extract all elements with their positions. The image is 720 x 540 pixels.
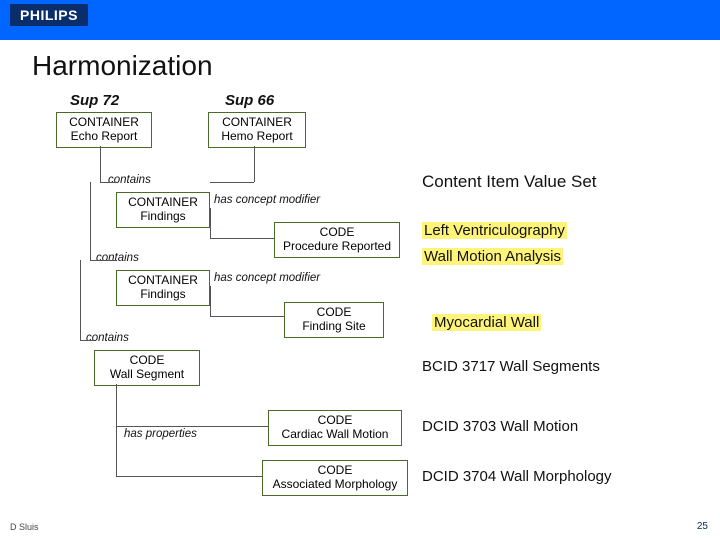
- right-mw: Myocardial Wall: [432, 314, 541, 331]
- box-wallseg-l2: Wall Segment: [99, 368, 195, 382]
- right-lv: Left Ventriculography: [422, 222, 567, 239]
- box-procedure-reported: CODE Procedure Reported: [274, 222, 400, 258]
- box-amorph-l2: Associated Morphology: [267, 478, 403, 492]
- box-procrep-l2: Procedure Reported: [279, 240, 395, 254]
- right-civs: Content Item Value Set: [422, 172, 597, 192]
- line: [210, 238, 274, 239]
- box-findings-2-l1: CONTAINER: [121, 274, 205, 288]
- right-mw-text: Myocardial Wall: [432, 314, 541, 331]
- box-cwm-l2: Cardiac Wall Motion: [273, 428, 397, 442]
- box-amorph-l1: CODE: [267, 464, 403, 478]
- line: [100, 182, 116, 183]
- line: [210, 182, 254, 183]
- page-title: Harmonization: [32, 50, 213, 82]
- line: [210, 316, 284, 317]
- box-wall-segment: CODE Wall Segment: [94, 350, 200, 386]
- box-wallseg-l1: CODE: [99, 354, 195, 368]
- box-findings-2: CONTAINER Findings: [116, 270, 210, 306]
- rel-contains-2: contains: [96, 252, 139, 264]
- line: [116, 476, 262, 477]
- line: [116, 426, 268, 427]
- line: [100, 146, 101, 182]
- header-bar: PHILIPS: [0, 0, 720, 40]
- box-cardiac-wall-motion: CODE Cardiac Wall Motion: [268, 410, 402, 446]
- footer-page-number: 25: [697, 521, 708, 532]
- box-findings-1: CONTAINER Findings: [116, 192, 210, 228]
- box-cwm-l1: CODE: [273, 414, 397, 428]
- right-lv-text: Left Ventriculography: [422, 222, 567, 239]
- box-procrep-l1: CODE: [279, 226, 395, 240]
- footer-author: D Sluis: [10, 522, 39, 532]
- box-finding-site: CODE Finding Site: [284, 302, 384, 338]
- line: [210, 286, 211, 316]
- box-hemo-l2: Hemo Report: [213, 130, 301, 144]
- rel-contains-3: contains: [86, 332, 129, 344]
- box-echo-l2: Echo Report: [61, 130, 147, 144]
- box-echo-l1: CONTAINER: [61, 116, 147, 130]
- sup72-label: Sup 72: [70, 92, 119, 109]
- rel-hcm-2: has concept modifier: [214, 272, 320, 284]
- box-hemo-report: CONTAINER Hemo Report: [208, 112, 306, 148]
- line: [254, 146, 255, 182]
- rel-hcm-1: has concept modifier: [214, 194, 320, 206]
- right-wma: Wall Motion Analysis: [422, 248, 563, 265]
- line: [90, 182, 91, 260]
- box-findings-1-l2: Findings: [121, 210, 205, 224]
- box-findings-1-l1: CONTAINER: [121, 196, 205, 210]
- sup66-label: Sup 66: [225, 92, 274, 109]
- philips-logo: PHILIPS: [10, 4, 88, 26]
- box-findsite-l2: Finding Site: [289, 320, 379, 334]
- right-wma-text: Wall Motion Analysis: [422, 248, 563, 265]
- box-findings-2-l2: Findings: [121, 288, 205, 302]
- line: [90, 260, 116, 261]
- box-findsite-l1: CODE: [289, 306, 379, 320]
- line: [116, 434, 117, 476]
- right-bcid: BCID 3717 Wall Segments: [422, 358, 600, 375]
- box-echo-report: CONTAINER Echo Report: [56, 112, 152, 148]
- box-associated-morphology: CODE Associated Morphology: [262, 460, 408, 496]
- box-hemo-l1: CONTAINER: [213, 116, 301, 130]
- right-dcid-morph: DCID 3704 Wall Morphology: [422, 468, 612, 485]
- rel-hasprops: has properties: [124, 428, 197, 440]
- line: [210, 208, 211, 238]
- line: [80, 340, 94, 341]
- rel-contains-1: contains: [108, 174, 151, 186]
- right-dcid-motion: DCID 3703 Wall Motion: [422, 418, 578, 435]
- line: [80, 260, 81, 340]
